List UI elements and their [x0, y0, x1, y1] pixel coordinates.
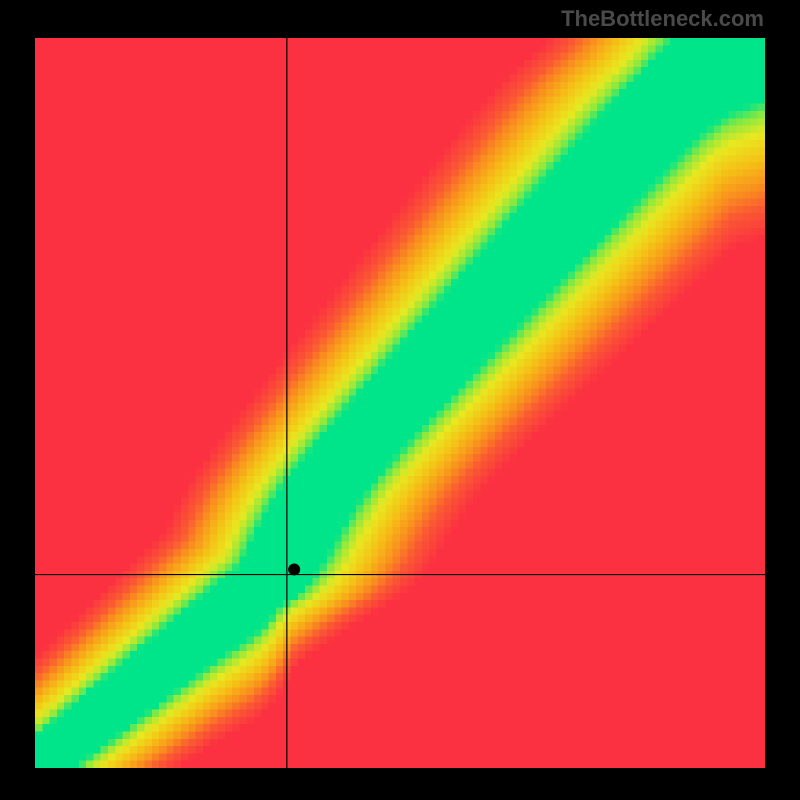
chart-container: TheBottleneck.com	[0, 0, 800, 800]
watermark-text: TheBottleneck.com	[561, 6, 764, 32]
bottleneck-heatmap	[35, 38, 765, 768]
